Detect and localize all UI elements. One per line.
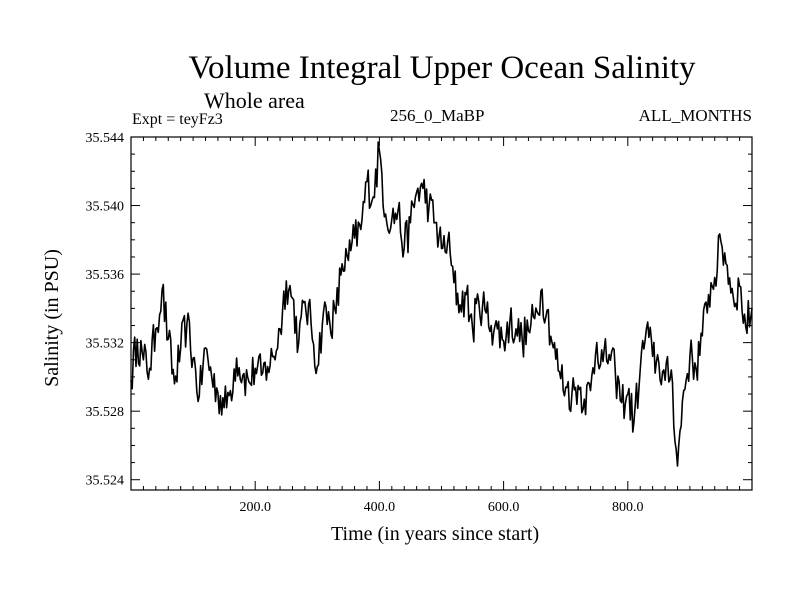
y-tick-label: 35.532 xyxy=(86,337,125,352)
x-tick-label: 600.0 xyxy=(488,500,520,515)
x-axis-label: Time (in years since start) xyxy=(331,523,540,545)
x-tick-label: 400.0 xyxy=(364,500,396,515)
period-label: 256_0_MaBP xyxy=(390,106,485,125)
y-tick-label: 35.528 xyxy=(86,405,125,420)
y-tick-label: 35.544 xyxy=(86,131,125,146)
y-tick-label: 35.540 xyxy=(86,200,125,215)
ticks-layer: 200.0 400.0 600.0 800.0 35.524 35.528 35.532 35… xyxy=(86,131,753,515)
chart-subtitle: Whole area xyxy=(204,88,305,113)
y-tick-label: 35.536 xyxy=(86,268,125,283)
salinity-series-line xyxy=(130,141,753,467)
y-tick-label: 35.524 xyxy=(86,474,125,489)
experiment-label: Expt = teyFz3 xyxy=(132,111,223,128)
x-tick-label: 200.0 xyxy=(239,500,271,515)
x-tick-label: 800.0 xyxy=(612,500,644,515)
chart-title: Volume Integral Upper Ocean Salinity xyxy=(188,50,696,86)
months-label: ALL_MONTHS xyxy=(638,106,752,125)
series-layer xyxy=(130,141,753,467)
plot-frame xyxy=(130,136,753,491)
